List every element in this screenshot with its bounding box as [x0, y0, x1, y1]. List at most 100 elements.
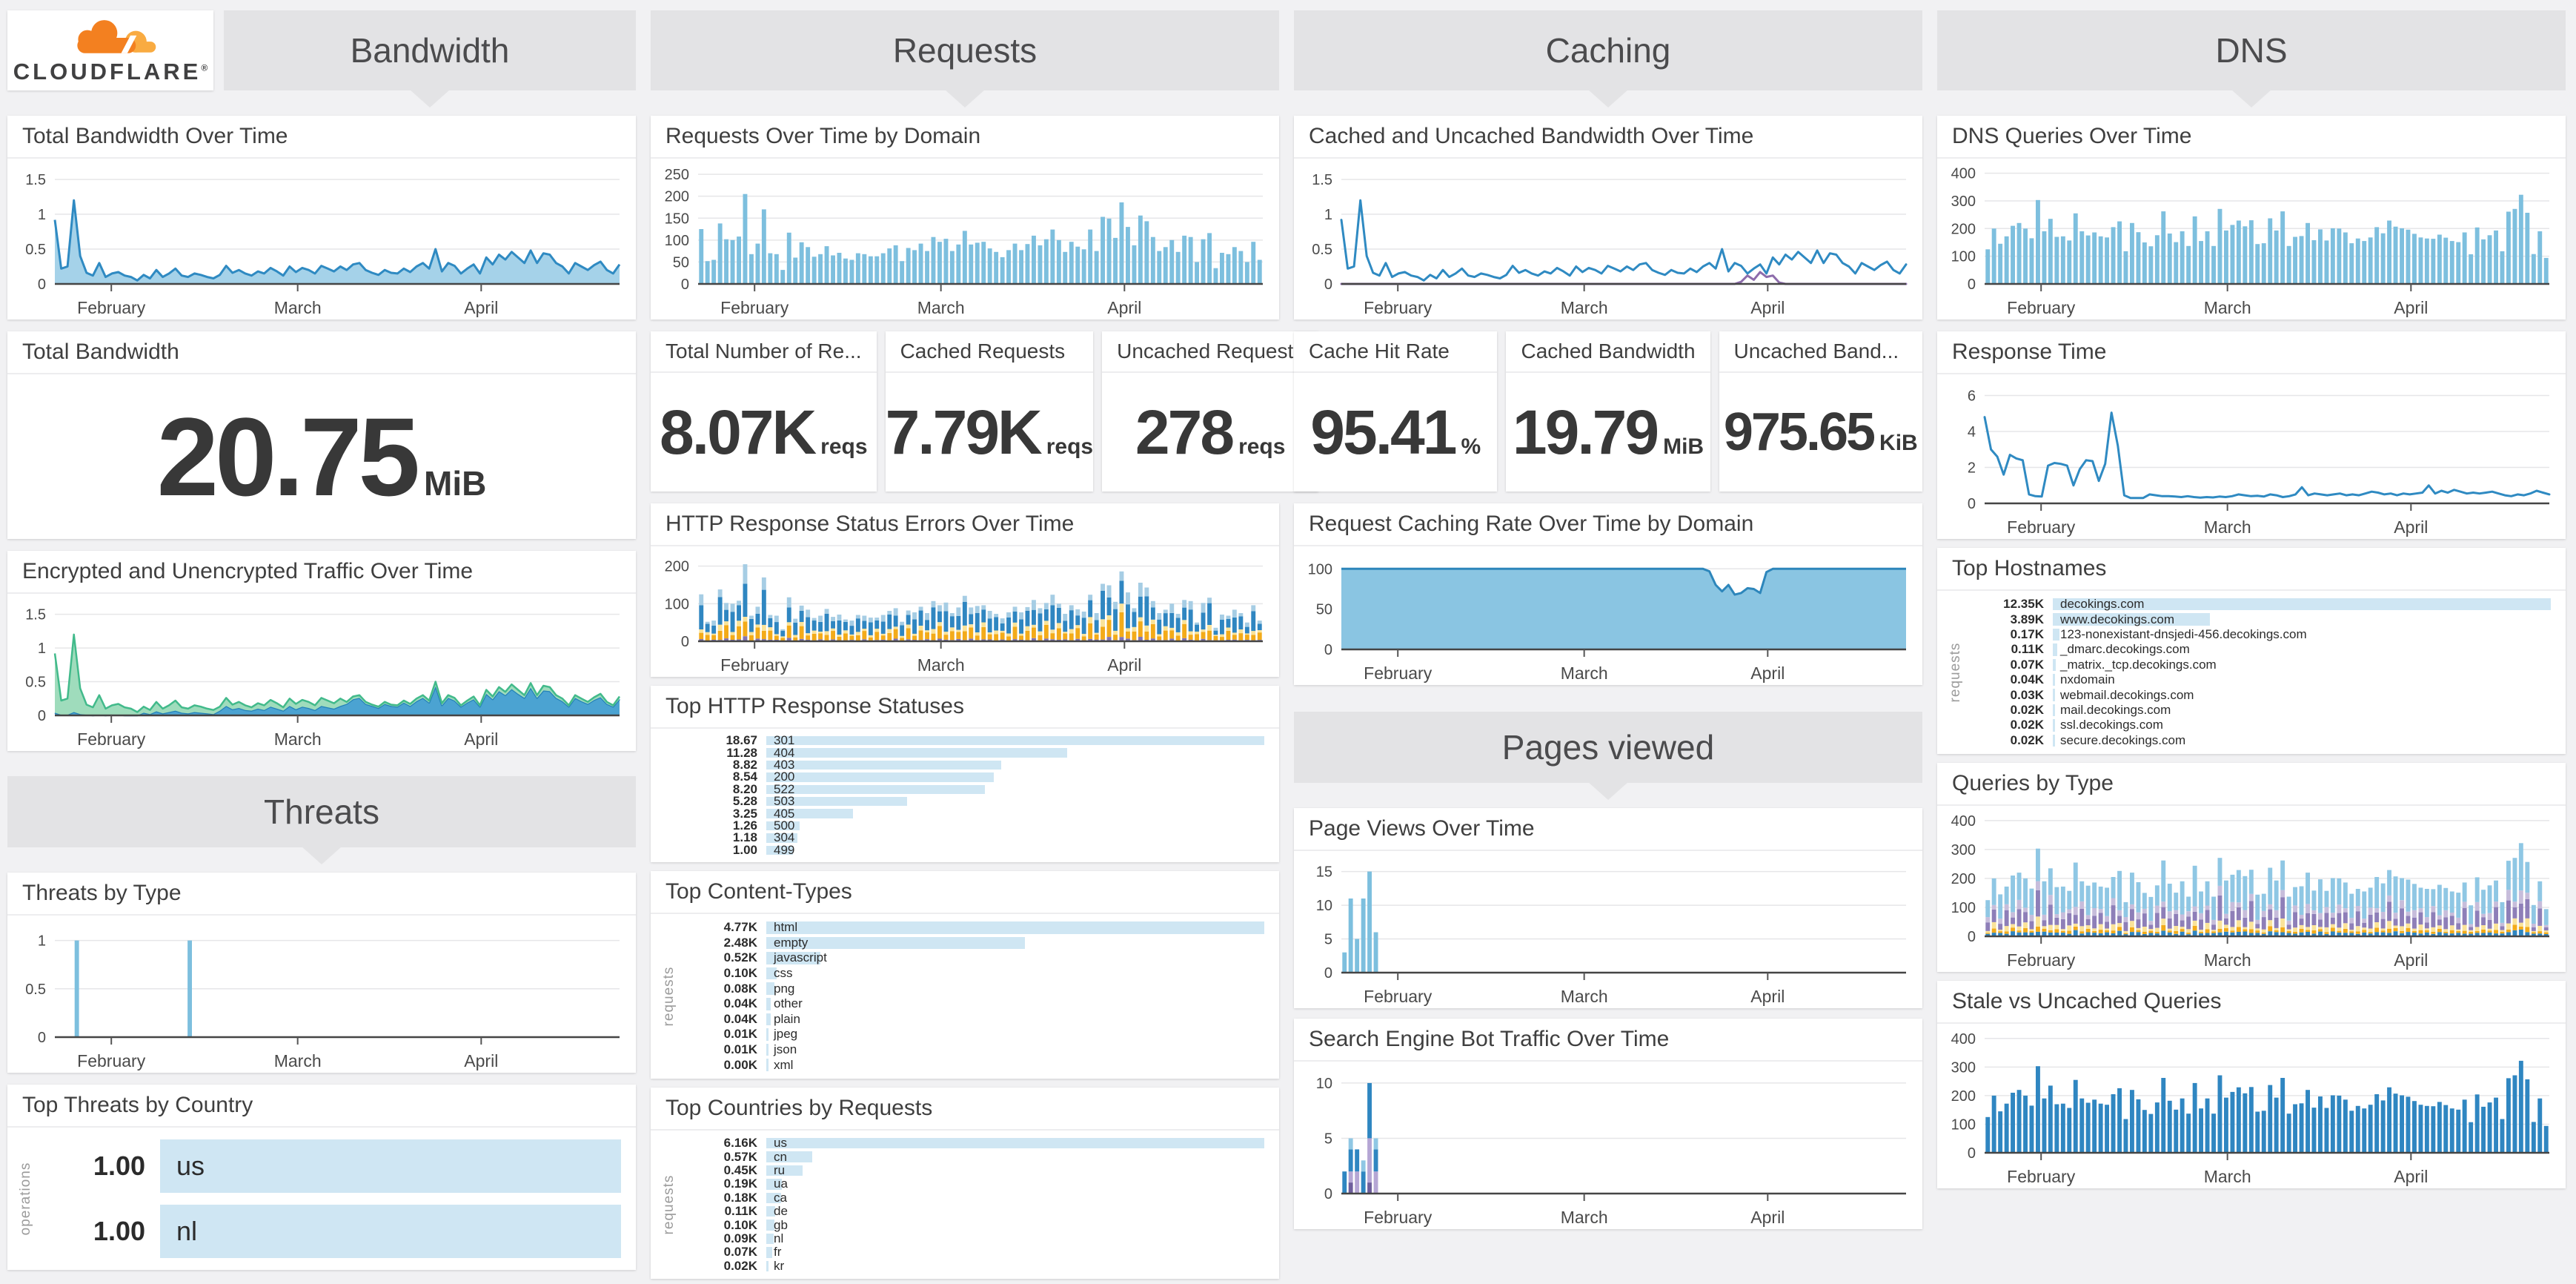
list-item[interactable]: 0.10K css [692, 966, 1264, 981]
panel-cached-requests: Cached Requests 7.79K reqs [885, 331, 1094, 492]
list-item-label: nl [774, 1231, 784, 1246]
list-item[interactable]: 6.16K us [692, 1136, 1264, 1150]
list-item[interactable]: 8.20 522 [692, 782, 1264, 796]
list-item-bar-area: 301 [766, 733, 1264, 747]
list-item-value: 0.52K [723, 950, 757, 965]
list-item-label: 200 [774, 770, 795, 784]
list-item[interactable]: 0.02K kr [692, 1259, 1264, 1273]
list-item-bar-area: css [766, 966, 1264, 980]
section-header-dns[interactable]: DNS [1937, 10, 2566, 107]
svg-text:100: 100 [1951, 1116, 1976, 1133]
section-header-threats[interactable]: Threats [7, 776, 636, 864]
cloudflare-logo[interactable]: CLOUDFLARE® [7, 10, 213, 90]
list-item[interactable]: 0.17K 123-nonexistant-dnsjedi-456.decokin… [1979, 627, 2551, 641]
svg-text:February: February [2007, 298, 2076, 317]
list-item[interactable]: 0.04K plain [692, 1012, 1264, 1027]
list-item[interactable]: 0.02K mail.decokings.com [1979, 703, 2551, 717]
list-item[interactable]: 1.00 nl [49, 1204, 621, 1259]
list-item[interactable]: 1.26 500 [692, 818, 1264, 833]
list-item[interactable]: 0.02K secure.decokings.com [1979, 733, 2551, 747]
list-item-bar-area: webmail.decokings.com [2053, 688, 2551, 702]
svg-text:February: February [1364, 1208, 1433, 1227]
list-item-label: javascript [774, 950, 827, 965]
cache-hit-rate-metric: 95.41 % [1294, 373, 1497, 492]
list-item[interactable]: 3.25 405 [692, 807, 1264, 821]
list-item-value: 2.48K [723, 935, 757, 950]
panel-total-requests: Total Number of Re... 8.07K reqs [651, 331, 877, 492]
list-item[interactable]: 0.01K json [692, 1042, 1264, 1057]
threats-by-type-chart[interactable]: 0 0.5 1 February March April [7, 916, 636, 1073]
svg-text:March: March [917, 298, 965, 317]
list-item-bar [766, 821, 800, 831]
panel-cached-bandwidth: Cached Bandwidth 19.79 MiB [1506, 331, 1710, 492]
requests-over-time-chart[interactable]: 0 50 100 150 200 250 February March April [651, 159, 1279, 320]
list-item[interactable]: 0.01K jpeg [692, 1027, 1264, 1042]
list-item[interactable]: 0.04K other [692, 996, 1264, 1011]
http-errors-chart[interactable]: 0 100 200 February March April [651, 546, 1279, 677]
list-item-value: 0.09K [723, 1231, 757, 1246]
list-item[interactable]: 5.28 503 [692, 794, 1264, 808]
section-title: Pages viewed [1501, 728, 1715, 767]
list-item-bar-area: 405 [766, 807, 1264, 821]
total-bandwidth-over-time-chart[interactable]: 0 0.5 1 1.5 February March April [7, 159, 636, 320]
panel-title: Uncached Band... [1719, 331, 1923, 373]
list-item[interactable]: 0.57K cn [692, 1149, 1264, 1164]
section-header-bandwidth[interactable]: Bandwidth [224, 10, 636, 107]
panel-dns-queries: DNS Queries Over Time 0 100 200 300 400 Febru… [1937, 116, 2566, 320]
list-item[interactable]: 1.00 499 [692, 842, 1264, 857]
list-item-value: 0.19K [723, 1177, 757, 1191]
list-item-label: cn [774, 1149, 787, 1164]
svg-text:April: April [1750, 663, 1785, 683]
list-item[interactable]: 0.04K nxdomain [1979, 672, 2551, 686]
list-item[interactable]: 0.00K xml [692, 1058, 1264, 1072]
list-item[interactable]: 0.08K png [692, 982, 1264, 996]
bot-traffic-chart[interactable]: 0 5 10 February March April [1294, 1062, 1922, 1229]
list-item[interactable]: 0.10K gb [692, 1218, 1264, 1232]
list-item[interactable]: 0.07K fr [692, 1245, 1264, 1259]
encrypted-traffic-chart[interactable]: 0 0.5 1 1.5 February March April [7, 594, 636, 751]
list-item[interactable]: 0.07K _matrix._tcp.decokings.com [1979, 658, 2551, 672]
list-item[interactable]: 2.48K empty [692, 936, 1264, 950]
svg-text:300: 300 [1951, 193, 1976, 210]
list-item-bar [766, 1260, 769, 1272]
list-item[interactable]: 0.11K _dmarc.decokings.com [1979, 642, 2551, 656]
list-item[interactable]: 3.89K www.decokings.com [1979, 612, 2551, 626]
stale-queries-chart[interactable]: 0 100 200 300 400 February March April [1937, 1024, 2566, 1188]
list-item[interactable]: 18.67 301 [692, 733, 1264, 747]
caching-rate-chart[interactable]: 0 50 100 February March April [1294, 546, 1922, 685]
list-item[interactable]: 12.35K decokings.com [1979, 597, 2551, 611]
list-item-value: 0.01K [723, 1042, 757, 1057]
list-item[interactable]: 8.54 200 [692, 770, 1264, 784]
list-item-label: _matrix._tcp.decokings.com [2060, 657, 2217, 672]
list-item[interactable]: 0.09K nl [692, 1231, 1264, 1246]
list-item[interactable]: 0.45K ru [692, 1163, 1264, 1177]
svg-text:March: March [2204, 950, 2251, 970]
list-item[interactable]: 4.77K html [692, 920, 1264, 935]
list-item[interactable]: 0.52K javascript [692, 950, 1264, 965]
svg-text:February: February [2007, 517, 2076, 537]
list-item[interactable]: 1.18 304 [692, 830, 1264, 844]
list-item-label: empty [774, 935, 809, 950]
section-header-requests[interactable]: Requests [651, 10, 1279, 107]
top-countries-list: requests 6.16K us 0.57K cn 0.45K ru 0.19K ua 0.1… [651, 1131, 1279, 1279]
list-item-bar [766, 967, 777, 980]
list-item[interactable]: 0.18K ca [692, 1191, 1264, 1205]
list-item-bar [766, 736, 1264, 746]
cached-uncached-bandwidth-chart[interactable]: 0 0.5 1 1.5 February March April [1294, 159, 1922, 320]
panel-uncached-bandwidth: Uncached Band... 975.65 KiB [1719, 331, 1923, 492]
list-item[interactable]: 8.82 403 [692, 758, 1264, 772]
page-views-chart[interactable]: 0 5 10 15 February March April [1294, 851, 1922, 1008]
section-header-pages-viewed[interactable]: Pages viewed [1294, 712, 1922, 800]
section-header-caching[interactable]: Caching [1294, 10, 1922, 107]
dns-queries-chart[interactable]: 0 100 200 300 400 February March April [1937, 159, 2566, 320]
svg-text:March: March [2204, 517, 2251, 537]
list-item[interactable]: 0.02K ssl.decokings.com [1979, 718, 2551, 732]
list-item-label: 499 [774, 842, 795, 857]
list-item[interactable]: 0.11K de [692, 1204, 1264, 1218]
response-time-chart[interactable]: 0 2 4 6 February March April [1937, 374, 2566, 539]
queries-by-type-chart[interactable]: 0 100 200 300 400 February March April [1937, 806, 2566, 972]
list-item[interactable]: 0.19K ua [692, 1177, 1264, 1191]
list-item[interactable]: 11.28 404 [692, 746, 1264, 760]
list-item[interactable]: 1.00 us [49, 1139, 621, 1194]
list-item[interactable]: 0.03K webmail.decokings.com [1979, 688, 2551, 702]
